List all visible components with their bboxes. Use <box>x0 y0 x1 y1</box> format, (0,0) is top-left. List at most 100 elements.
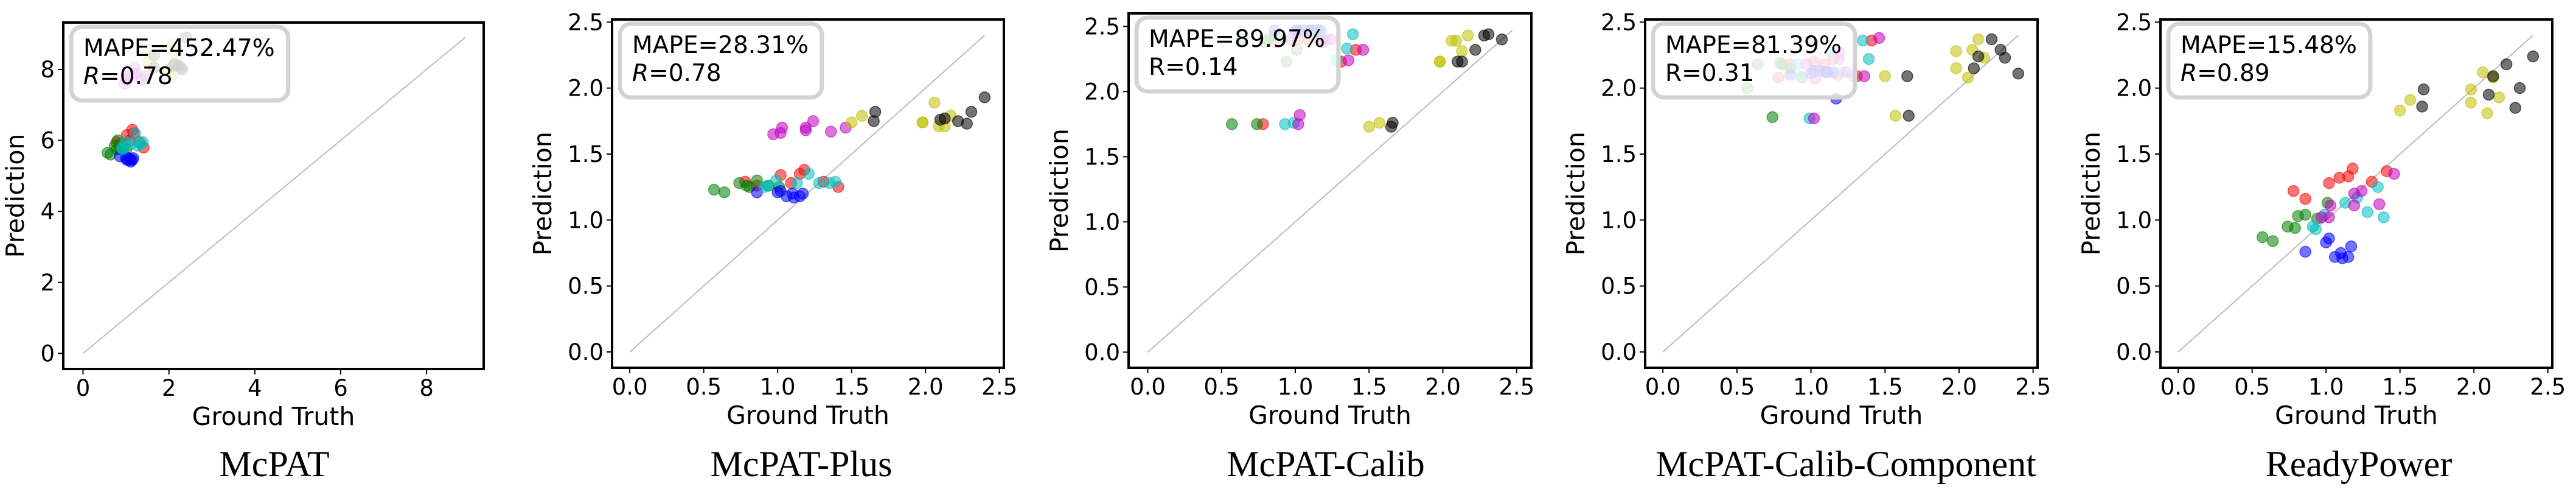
y-tick-label: 2.5 <box>2116 9 2152 35</box>
r-symbol: R <box>1149 54 1165 81</box>
data-point-magenta <box>1357 44 1370 56</box>
data-point-cyan <box>2310 223 2322 236</box>
axes-frame <box>1127 12 1533 369</box>
data-point-magenta <box>2388 167 2400 180</box>
data-point-green <box>2266 235 2279 247</box>
x-tick-label: 0.0 <box>612 374 648 400</box>
data-point-cyan <box>136 136 149 149</box>
r-label: R=0.89 <box>2181 60 2270 87</box>
x-tick-label: 2 <box>162 375 176 401</box>
data-point-green <box>708 183 720 196</box>
data-point-green <box>2289 222 2301 234</box>
x-tick-label: 0.0 <box>2160 374 2196 400</box>
r-label: R=0.14 <box>1149 54 1238 81</box>
data-point-black <box>1968 62 1980 74</box>
r-value: =0.31 <box>1682 60 1755 87</box>
x-tick-label: 0.5 <box>1203 374 1239 400</box>
data-point-yellow <box>1433 55 1446 68</box>
data-point-cyan <box>1857 34 1869 47</box>
x-tick-label: 2.5 <box>2530 374 2566 400</box>
x-axis-label: Ground Truth <box>1248 401 1412 430</box>
data-point-yellow <box>1889 110 1902 122</box>
subplot-title: ReadyPower <box>2266 444 2452 484</box>
data-point-magenta <box>1858 70 1870 82</box>
data-point-yellow <box>2404 94 2417 106</box>
x-tick-label: 1.5 <box>1867 374 1903 400</box>
data-point-green <box>1225 118 1238 130</box>
x-tick-label: 0.0 <box>1645 374 1681 400</box>
data-point-cyan <box>2372 181 2384 193</box>
data-point-cyan <box>829 175 841 188</box>
x-tick-label: 2.0 <box>908 374 944 400</box>
x-tick-label: 2.5 <box>2015 374 2051 400</box>
y-tick-label: 2 <box>40 270 55 296</box>
x-tick-label: 8 <box>419 375 434 401</box>
metrics-annotation: MAPE=452.47%R=0.78 <box>69 24 291 103</box>
x-tick-label: 1.5 <box>834 374 869 400</box>
r-value: =0.78 <box>100 63 173 90</box>
data-point-black <box>869 105 882 118</box>
data-point-cyan <box>129 127 141 139</box>
data-point-yellow <box>845 116 858 128</box>
mape-label: MAPE=89.97% <box>1149 26 1325 53</box>
x-tick-label: 2.5 <box>981 374 1017 400</box>
subplot-1: MAPE=452.47%R=0.78 0 2 4 6 8 0 2 4 6 8 Ground Truth… <box>1 21 485 484</box>
data-point-black <box>2416 100 2428 113</box>
data-point-black <box>2527 50 2539 63</box>
x-tick-label: 6 <box>333 375 348 401</box>
identity-line <box>1662 35 2019 353</box>
metrics-annotation: MAPE=15.48%R=0.89 <box>2166 21 2373 100</box>
data-point-black <box>2417 83 2430 96</box>
x-axis-label: Ground Truth <box>2275 401 2438 430</box>
x-axis-label: Ground Truth <box>726 401 889 430</box>
r-value: =0.14 <box>1165 54 1238 81</box>
data-point-black <box>1456 55 1468 68</box>
data-point-red <box>2287 184 2300 197</box>
data-point-magenta <box>2324 199 2337 212</box>
identity-line <box>82 37 466 354</box>
y-tick-label: 0.0 <box>1601 339 1637 365</box>
subplot-title: McPAT-Calib <box>1227 444 1425 484</box>
data-point-black <box>2513 82 2526 94</box>
data-point-magenta <box>2373 198 2386 211</box>
r-value: =0.89 <box>2197 60 2270 87</box>
subplot-title: McPAT <box>219 444 329 484</box>
data-point-yellow <box>2393 104 2406 117</box>
data-point-cyan <box>791 177 803 189</box>
axes-frame <box>62 21 485 370</box>
r-symbol: R <box>1665 60 1682 87</box>
y-tick-label: 0.5 <box>1084 274 1120 300</box>
data-point-black <box>1999 52 2011 64</box>
y-tick-label: 0.0 <box>568 339 604 365</box>
data-point-magenta <box>1808 112 1820 125</box>
data-point-red <box>2299 192 2311 205</box>
x-tick-label: 2.0 <box>1941 374 1977 400</box>
data-point-blue <box>127 152 139 164</box>
data-point-black <box>2012 68 2025 80</box>
data-point-red <box>2347 163 2359 175</box>
y-tick-label: 0.5 <box>568 273 604 300</box>
x-tick-label: 0.5 <box>2234 374 2270 400</box>
r-symbol: R <box>83 63 100 90</box>
annotation-box <box>618 21 824 100</box>
data-point-blue <box>2299 245 2311 258</box>
data-point-yellow <box>1962 71 1974 84</box>
mape-label: MAPE=15.48% <box>2181 32 2357 59</box>
r-label: R=0.31 <box>1665 60 1755 87</box>
data-point-black <box>1387 116 1399 129</box>
data-point-blue <box>2345 240 2358 253</box>
r-value: =0.78 <box>649 60 722 87</box>
x-tick-label: 0.5 <box>1719 374 1755 400</box>
data-point-yellow <box>1456 45 1468 57</box>
x-tick-label: 4 <box>248 375 262 401</box>
data-point-magenta <box>2323 211 2335 223</box>
x-tick-label: 2.0 <box>1425 374 1461 400</box>
data-point-green <box>1251 118 1263 130</box>
identity-line <box>1147 30 1513 353</box>
x-tick-label: 0.5 <box>686 374 722 400</box>
data-point-black <box>978 91 991 104</box>
data-point-red <box>2323 177 2335 189</box>
data-point-black <box>1469 44 1481 56</box>
data-point-green <box>2299 208 2311 221</box>
data-point-black <box>1902 110 1915 122</box>
